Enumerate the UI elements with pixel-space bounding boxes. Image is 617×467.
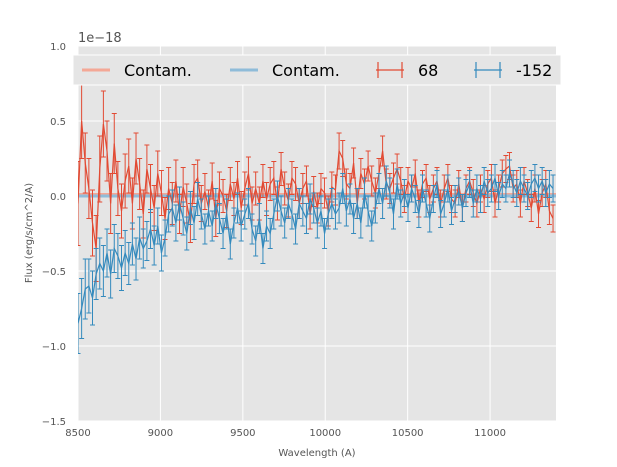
legend-label: Contam. [124,61,192,80]
x-axis-label: Wavelength (A) [278,448,355,459]
x-tick-label: 8500 [65,428,90,439]
legend-label: -152 [516,61,552,80]
tick-labels: 8500 9000 9500 10000 10500 11000 −1.5 −1.0 −0.5 0… [42,42,506,439]
legend-label: Contam. [272,61,340,80]
x-tick-label: 11000 [474,428,506,439]
x-tick-label: 9500 [230,428,255,439]
y-tick-label: 0.0 [50,192,66,203]
y-axis-label: Flux (erg/s/cm^2/A) [24,183,35,283]
y-tick-label: −1.5 [42,417,66,428]
x-tick-label: 9000 [148,428,173,439]
x-tick-label: 10000 [309,428,341,439]
y-tick-label: −0.5 [42,267,66,278]
y-offset-label: 1e−18 [78,31,122,46]
spectrum-line [78,171,554,324]
series-group [78,83,556,354]
grid [77,45,556,422]
series-layer [78,83,556,354]
y-tick-label: 0.5 [50,117,66,128]
y-tick-label: 1.0 [50,42,66,53]
legend-label: 68 [418,61,438,80]
legend-item: Contam. [82,61,192,80]
legend-item: -152 [474,61,552,80]
legend-item: 68 [376,61,438,80]
spectrum-line [78,120,554,249]
series-3 [78,159,556,354]
y-tick-label: −1.0 [42,342,66,353]
series-2 [78,83,556,282]
x-tick-label: 10500 [392,428,424,439]
legend: Contam. Contam. 68 -152 [72,54,562,86]
legend-item: Contam. [230,61,340,80]
